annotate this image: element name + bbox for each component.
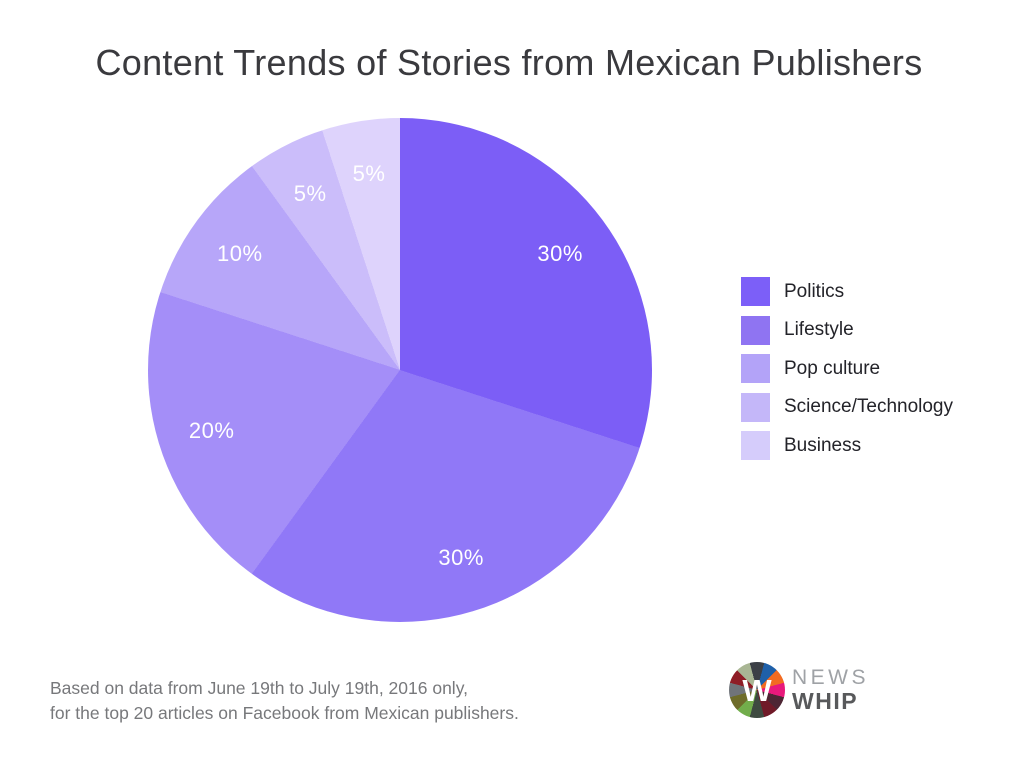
legend-label-lifestyle: Lifestyle xyxy=(784,319,854,340)
slice-label: 5% xyxy=(352,161,386,187)
legend-swatch-business xyxy=(741,431,770,460)
legend-row: Lifestyle xyxy=(741,315,953,345)
legend-row: Business xyxy=(741,431,953,460)
legend: Politics Lifestyle Pop culture Science/T… xyxy=(741,277,953,460)
source-footnote: Based on data from June 19th to July 19t… xyxy=(50,676,519,726)
legend-row: Science/Technology xyxy=(741,392,953,422)
newswhip-wordmark-whip: WHIP xyxy=(792,688,859,714)
legend-row: Politics xyxy=(741,277,953,306)
legend-swatch-lifestyle xyxy=(741,315,770,345)
newswhip-wordmark: NEWS WHIP xyxy=(792,666,869,714)
footnote-line-1: Based on data from June 19th to July 19t… xyxy=(50,678,469,698)
newswhip-w-monogram: W xyxy=(742,673,772,708)
pie-chart: 30% 30% 20% 10% 5% 5% xyxy=(148,118,652,622)
legend-label-politics: Politics xyxy=(784,280,845,302)
newswhip-color-wheel-icon: W xyxy=(729,662,785,718)
footnote-line-2: for the top 20 articles on Facebook from… xyxy=(50,703,519,723)
slice-label: 20% xyxy=(188,418,235,444)
slice-label: 5% xyxy=(293,180,327,206)
slice-label: 10% xyxy=(217,240,263,266)
chart-title: Content Trends of Stories from Mexican P… xyxy=(95,42,923,83)
legend-swatch-science-technology xyxy=(741,392,770,422)
legend-label-science-technology: Science/Technology xyxy=(784,396,953,417)
slice-label: 30% xyxy=(438,545,484,571)
legend-swatch-pop-culture xyxy=(741,354,770,383)
slice-label: 30% xyxy=(537,240,583,266)
legend-label-business: Business xyxy=(784,434,862,456)
legend-row: Pop culture xyxy=(741,354,953,383)
legend-swatch-politics xyxy=(741,277,770,306)
newswhip-logo: W NEWS WHIP xyxy=(729,662,869,718)
newswhip-wordmark-news: NEWS xyxy=(792,666,869,689)
legend-label-pop-culture: Pop culture xyxy=(784,357,881,379)
